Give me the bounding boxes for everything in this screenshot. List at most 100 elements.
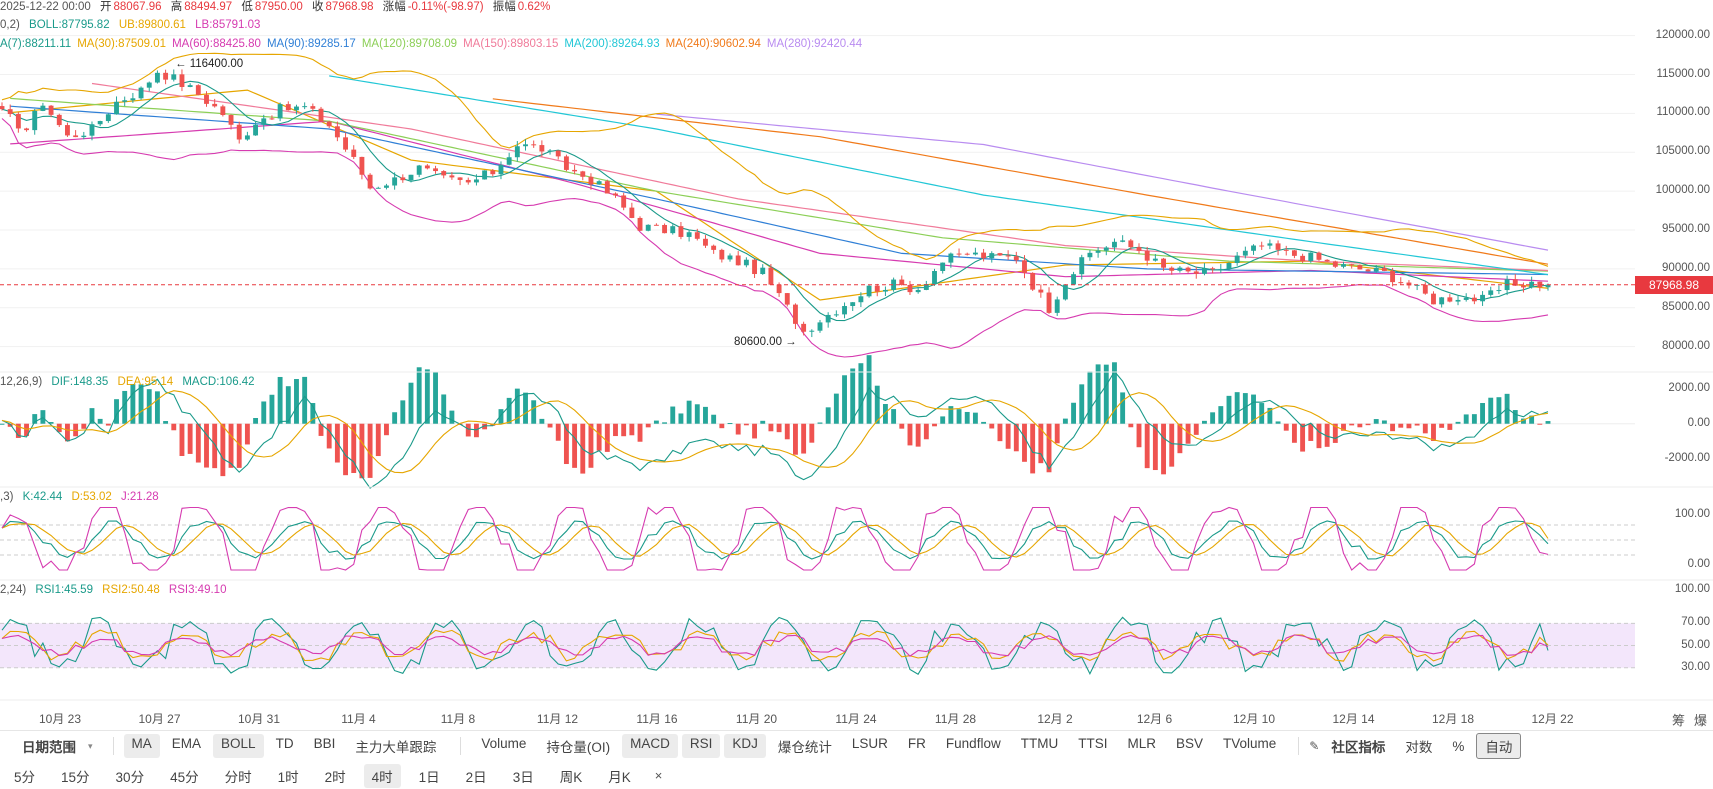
macd-bar bbox=[1103, 364, 1109, 424]
indicator-13[interactable]: TVolume bbox=[1222, 736, 1277, 751]
indicator-11[interactable]: MLR bbox=[1127, 736, 1156, 751]
timeframe-7[interactable]: 4时 bbox=[363, 763, 401, 788]
candle-body bbox=[0, 106, 5, 110]
indicator-0[interactable]: Volume bbox=[481, 736, 527, 751]
x-axis-label: 11月 20 bbox=[735, 712, 778, 726]
indicator-2[interactable]: MACD bbox=[622, 734, 678, 758]
macd-bar bbox=[997, 423, 1003, 442]
candle-body bbox=[269, 118, 275, 120]
candle-body bbox=[825, 314, 831, 323]
candle-body bbox=[1316, 252, 1322, 260]
macd-bar bbox=[326, 423, 332, 449]
candle-body bbox=[907, 284, 913, 293]
indicator-1[interactable]: 持仓量(OI) bbox=[546, 740, 611, 755]
indicator-8[interactable]: Fundflow bbox=[945, 736, 1001, 751]
timeframe-2[interactable]: 30分 bbox=[115, 769, 145, 785]
indicator-ema[interactable]: EMA bbox=[171, 736, 202, 751]
candle-body bbox=[866, 285, 872, 297]
candle-body bbox=[261, 118, 267, 125]
timeframe-0[interactable]: 5分 bbox=[14, 769, 36, 785]
community-indicators-button[interactable]: 社区指标 bbox=[1331, 740, 1386, 755]
macd-dif-line bbox=[1, 370, 1549, 489]
timeframe-6[interactable]: 2时 bbox=[324, 769, 346, 785]
liquidation-button[interactable]: 爆 bbox=[1694, 713, 1708, 728]
candle-body bbox=[923, 284, 929, 290]
candle-body bbox=[228, 115, 234, 125]
candle-body bbox=[277, 104, 283, 119]
candle-body bbox=[482, 170, 488, 180]
date-range-button[interactable]: 日期范围 bbox=[22, 740, 76, 755]
macd-bar bbox=[1512, 410, 1518, 424]
indicator-bbi[interactable]: BBI bbox=[313, 736, 336, 751]
candle-body bbox=[1300, 255, 1306, 262]
kdj-j: J:21.28 bbox=[120, 491, 159, 503]
timeframe-5[interactable]: 1时 bbox=[277, 769, 299, 785]
indicator-7[interactable]: FR bbox=[907, 736, 926, 751]
indicator-boll[interactable]: BOLL bbox=[213, 734, 264, 758]
macd-bar bbox=[1259, 403, 1265, 424]
candle-body bbox=[1185, 267, 1191, 272]
indicator-td[interactable]: TD bbox=[275, 736, 294, 751]
timeframe-3[interactable]: 45分 bbox=[170, 769, 199, 785]
macd-dif: DIF:148.35 bbox=[51, 376, 109, 388]
macd-bar bbox=[1308, 423, 1314, 441]
macd-bar bbox=[1169, 423, 1175, 467]
macd-bar bbox=[32, 414, 38, 424]
log-scale-toggle[interactable]: 对数 bbox=[1405, 740, 1433, 755]
x-axis-label: 11月 4 bbox=[341, 712, 376, 726]
chart-canvas[interactable] bbox=[0, 0, 1713, 730]
price-axis-label: 90000.00 bbox=[1662, 261, 1710, 274]
indicator-4[interactable]: KDJ bbox=[724, 734, 766, 758]
macd-bar bbox=[253, 418, 259, 424]
candle-body bbox=[653, 224, 659, 226]
macd_axis-label: 0.00 bbox=[1687, 416, 1710, 429]
ma-line-MA280 bbox=[656, 113, 1549, 251]
indicator-3[interactable]: RSI bbox=[681, 734, 721, 758]
macd-bar bbox=[302, 376, 308, 424]
auto-scale-toggle[interactable]: 自动 bbox=[1476, 733, 1522, 759]
rsi-pane bbox=[0, 616, 1635, 675]
macd-bar bbox=[359, 423, 365, 479]
candle-body bbox=[32, 110, 38, 131]
macd-bar bbox=[653, 420, 659, 424]
timeframe-10[interactable]: 3日 bbox=[512, 769, 534, 785]
timeframe-12[interactable]: 月K bbox=[608, 769, 631, 785]
price-axis-label: 85000.00 bbox=[1662, 300, 1710, 313]
indicator-ma[interactable]: MA bbox=[123, 734, 160, 758]
indicator-主力大单跟踪[interactable]: 主力大单跟踪 bbox=[355, 740, 437, 755]
candle-body bbox=[531, 144, 537, 146]
candle-body bbox=[1447, 297, 1453, 302]
macd-bar bbox=[40, 410, 46, 424]
macd-bar bbox=[531, 400, 537, 424]
macd-bar bbox=[1365, 423, 1371, 426]
candle-body bbox=[244, 135, 250, 140]
macd-bar bbox=[318, 423, 324, 436]
close-icon[interactable]: × bbox=[654, 768, 663, 783]
macd-bar bbox=[776, 423, 782, 433]
macd-dea: DEA:95.14 bbox=[117, 376, 174, 388]
macd-bar bbox=[81, 423, 87, 429]
indicator-10[interactable]: TTSI bbox=[1078, 736, 1108, 751]
candle-body bbox=[1193, 271, 1199, 274]
candle-body bbox=[1357, 265, 1363, 270]
timeframe-4[interactable]: 分时 bbox=[224, 769, 252, 785]
chip-distribution-button[interactable]: 筹 bbox=[1672, 713, 1686, 728]
candle-body bbox=[1332, 261, 1338, 267]
timeframe-11[interactable]: 周K bbox=[559, 769, 583, 785]
macd-bar bbox=[768, 423, 774, 432]
percent-scale-toggle[interactable]: % bbox=[1452, 738, 1465, 754]
timeframe-9[interactable]: 2日 bbox=[465, 769, 487, 785]
candle-body bbox=[81, 135, 87, 138]
indicator-9[interactable]: TTMU bbox=[1020, 736, 1059, 751]
macd-bar bbox=[1398, 423, 1404, 428]
timeframe-1[interactable]: 15分 bbox=[61, 769, 90, 785]
indicator-6[interactable]: LSUR bbox=[851, 736, 888, 751]
edit-icon[interactable]: ✎ bbox=[1309, 739, 1320, 753]
candle-body bbox=[915, 289, 921, 293]
macd-bar bbox=[596, 423, 602, 451]
chevron-down-icon[interactable]: ▾ bbox=[88, 740, 93, 751]
candle-body bbox=[964, 253, 970, 255]
indicator-12[interactable]: BSV bbox=[1175, 736, 1203, 751]
timeframe-8[interactable]: 1日 bbox=[418, 769, 440, 785]
indicator-5[interactable]: 爆仓统计 bbox=[777, 740, 832, 755]
